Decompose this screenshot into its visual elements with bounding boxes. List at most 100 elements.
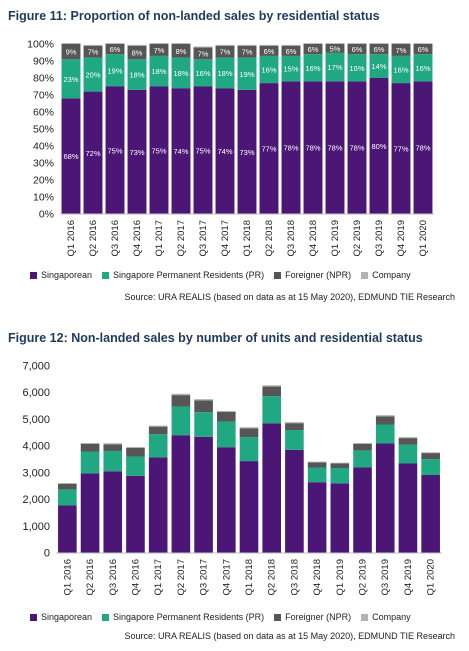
- legend-item-singaporean: Singaporean: [30, 612, 92, 622]
- bar-segment-singapore-permanent-residents-pr: [347, 54, 367, 82]
- bar-segment-foreigner-npr: [303, 44, 323, 55]
- bar-segment-company: [347, 43, 367, 44]
- data-label: 6%: [418, 45, 429, 54]
- x-tick-label: Q1 2017: [154, 220, 165, 256]
- bar-segment-singaporean: [171, 88, 191, 214]
- bar-segment-singapore-permanent-residents-pr: [421, 459, 440, 475]
- bar-segment-singaporean: [194, 436, 213, 553]
- data-label: 68%: [63, 152, 78, 161]
- data-label: 78%: [349, 144, 364, 153]
- bar-segment-singaporean: [171, 435, 191, 553]
- legend-item-company: Company: [361, 612, 411, 622]
- x-tick-label: Q1 2017: [153, 559, 164, 595]
- legend-swatch: [361, 271, 369, 279]
- x-tick-label: Q4 2018: [308, 220, 319, 256]
- bar-segment-company: [58, 483, 77, 484]
- y-tick-label: 100%: [27, 39, 54, 51]
- data-label: 78%: [305, 144, 320, 153]
- bar-segment-singaporean: [353, 467, 372, 553]
- bar-segment-foreigner-npr: [239, 428, 259, 438]
- bar-segment-foreigner-npr: [126, 448, 145, 457]
- bar-segment-singaporean: [421, 474, 440, 553]
- data-label: 73%: [129, 148, 144, 157]
- x-tick-label: Q1 2018: [244, 559, 255, 595]
- bar-segment-singaporean: [83, 91, 103, 214]
- bar-segment-company: [126, 446, 145, 449]
- data-label: 19%: [239, 70, 254, 79]
- x-tick-label: Q4 2019: [403, 559, 414, 595]
- bar-segment-company: [127, 44, 147, 46]
- data-label: 8%: [132, 49, 143, 58]
- bar-segment-company: [369, 43, 389, 44]
- y-tick-label: 2,000: [22, 494, 50, 506]
- legend-swatch: [102, 613, 110, 621]
- bar-segment-company: [215, 44, 235, 46]
- data-label: 20%: [85, 71, 100, 80]
- legend-swatch: [274, 613, 282, 621]
- bar-segment-singaporean: [398, 463, 418, 553]
- bar-segment-foreigner-npr: [83, 45, 103, 58]
- bar-segment-company: [103, 443, 123, 445]
- bar-segment-singapore-permanent-residents-pr: [307, 467, 327, 483]
- figure-12-source: Source: URA REALIS (based on data as at …: [124, 631, 456, 641]
- bar-segment-singapore-permanent-residents-pr: [239, 437, 259, 462]
- data-label: 6%: [308, 45, 319, 54]
- bar-segment-singaporean: [325, 81, 345, 215]
- y-tick-label: 6,000: [22, 387, 50, 399]
- data-label: 78%: [415, 144, 430, 153]
- data-label: 7%: [396, 46, 407, 55]
- y-tick-label: 40%: [33, 141, 54, 153]
- y-tick-label: 4,000: [22, 441, 50, 453]
- x-tick-label: Q3 2016: [110, 220, 121, 256]
- y-tick-label: 30%: [33, 158, 54, 170]
- data-label: 7%: [220, 48, 231, 57]
- bar-segment-singaporean: [413, 81, 433, 215]
- bar-segment-singaporean: [330, 483, 350, 553]
- bar-segment-company: [330, 462, 350, 464]
- bar-segment-singaporean: [281, 81, 301, 215]
- bar-segment-singaporean: [259, 83, 279, 214]
- bar-segment-company: [307, 461, 327, 463]
- bar-segment-singaporean: [347, 81, 367, 215]
- bar-segment-singaporean: [262, 423, 282, 553]
- figure-12-legend: Singaporean Singapore Permanent Resident…: [30, 612, 421, 622]
- bar-segment-company: [262, 385, 282, 387]
- bar-segment-singapore-permanent-residents-pr: [61, 59, 81, 99]
- bar-segment-singapore-permanent-residents-pr: [126, 456, 145, 476]
- bar-segment-singapore-permanent-residents-pr: [194, 412, 213, 437]
- bar-segment-foreigner-npr: [80, 444, 100, 452]
- x-tick-label: Q3 2018: [289, 559, 300, 595]
- bar-segment-foreigner-npr: [325, 44, 345, 53]
- x-tick-label: Q4 2019: [396, 220, 407, 256]
- data-label: 5%: [330, 44, 341, 53]
- bar-segment-company: [194, 399, 213, 401]
- data-label: 73%: [239, 148, 254, 157]
- bar-segment-foreigner-npr: [281, 45, 301, 56]
- x-tick-label: Q4 2016: [130, 559, 141, 595]
- bar-segment-singapore-permanent-residents-pr: [216, 421, 236, 448]
- x-tick-label: Q2 2018: [267, 559, 278, 595]
- y-tick-label: 0: [44, 548, 50, 560]
- bar-segment-company: [61, 43, 81, 44]
- data-label: 74%: [173, 147, 188, 156]
- legend-label: Singapore Permanent Residents (PR): [113, 612, 265, 622]
- y-tick-label: 80%: [33, 73, 54, 85]
- bar-segment-singapore-permanent-residents-pr: [193, 59, 213, 87]
- bar-segment-singaporean: [58, 505, 77, 553]
- bar-segment-singaporean: [285, 449, 304, 553]
- data-label: 19%: [107, 66, 122, 75]
- legend-item-pr: Singapore Permanent Residents (PR): [102, 270, 264, 280]
- bar-segment-singapore-permanent-residents-pr: [369, 54, 389, 78]
- bar-segment-singapore-permanent-residents-pr: [83, 57, 103, 92]
- legend-label: Company: [372, 270, 411, 280]
- x-tick-label: Q1 2016: [62, 559, 73, 595]
- x-tick-label: Q2 2017: [176, 559, 187, 595]
- bar-segment-company: [398, 437, 418, 439]
- x-tick-label: Q1 2018: [242, 220, 253, 256]
- bar-segment-foreigner-npr: [259, 45, 279, 56]
- bar-segment-foreigner-npr: [148, 426, 168, 435]
- bar-segment-singapore-permanent-residents-pr: [103, 450, 123, 472]
- x-tick-label: Q3 2019: [380, 559, 391, 595]
- units-chart: 0 1,000 2,000 3,000 4,000 5,000 6,000 7,000 Q1 2…: [22, 361, 442, 595]
- bar-segment-company: [193, 46, 213, 48]
